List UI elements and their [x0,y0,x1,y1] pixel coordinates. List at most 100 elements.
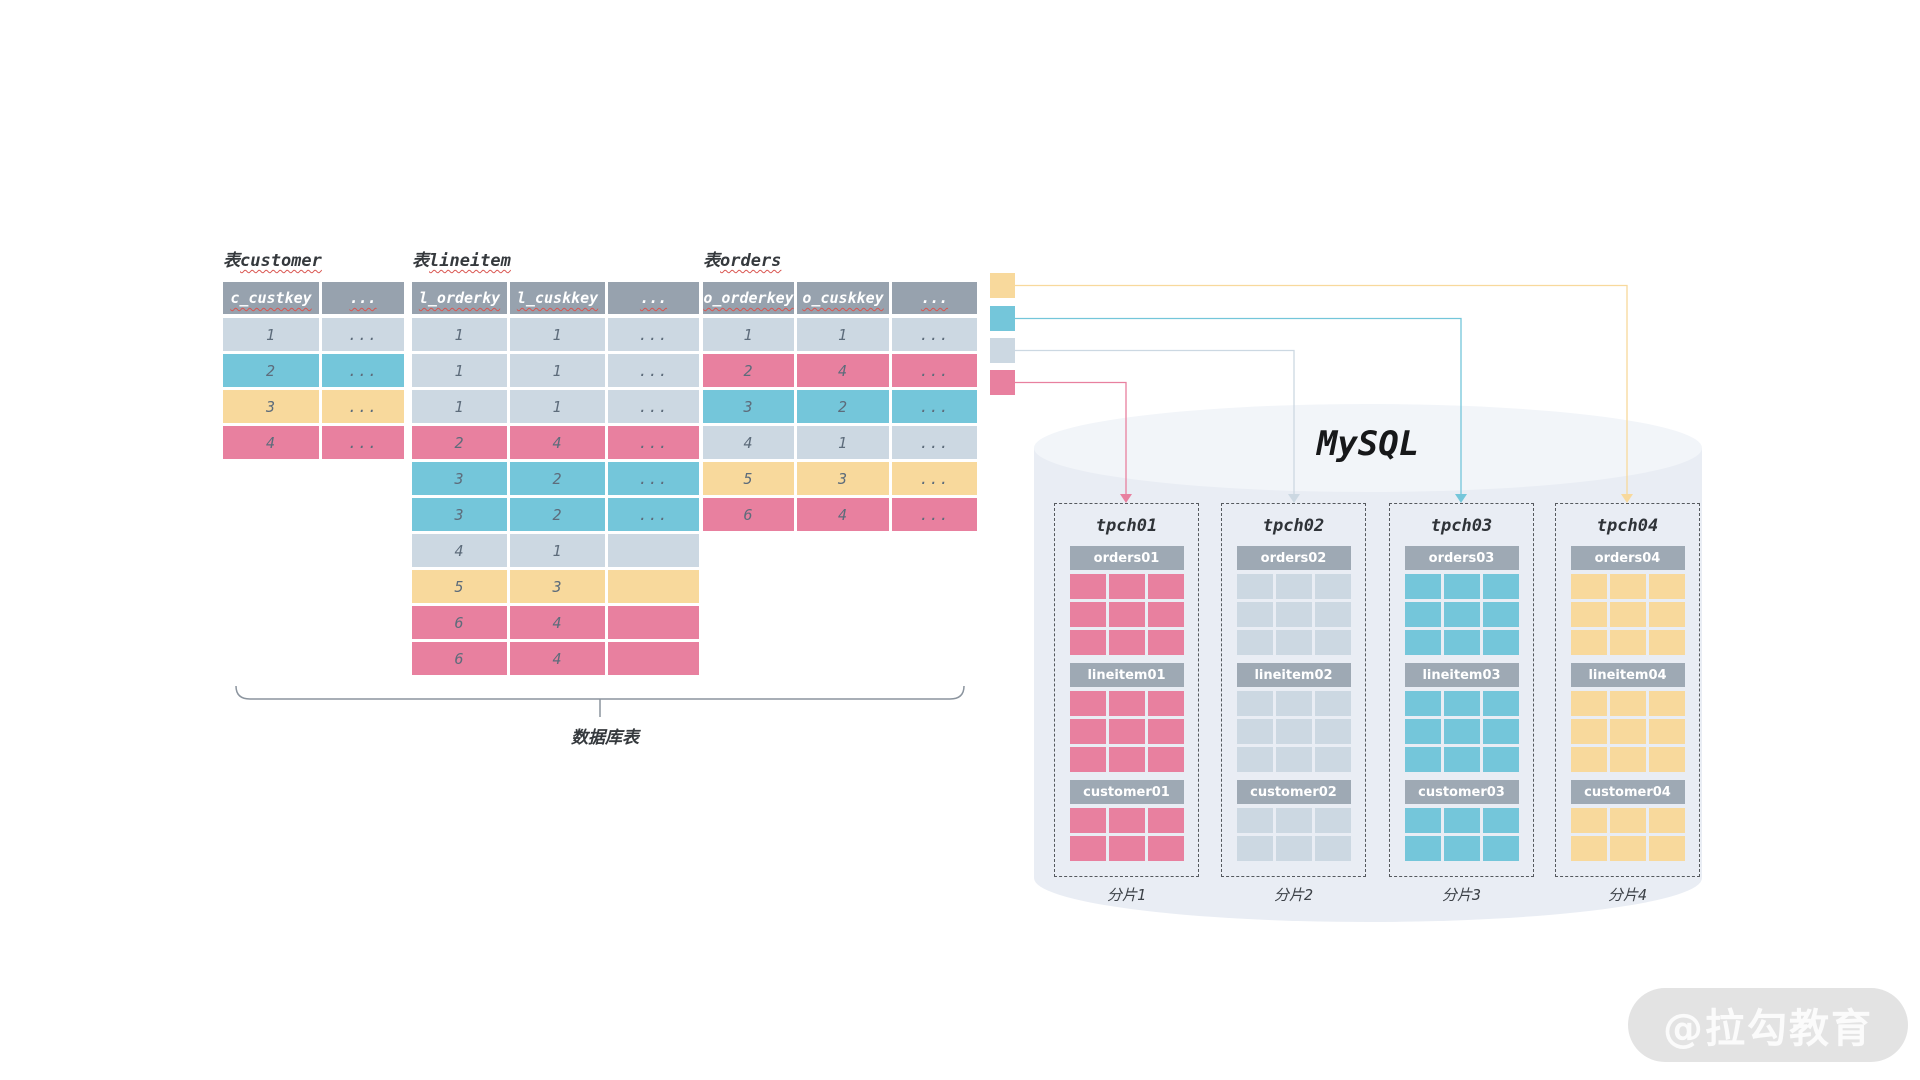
grid-cell [1609,602,1646,627]
grid-cell [1275,808,1312,833]
grid-cell [1404,836,1441,861]
grid-cell [1069,630,1106,655]
grid-cell [1443,574,1480,599]
shard-table-header: orders01 [1069,546,1184,570]
legend-swatch-gray [990,338,1015,363]
grid-cell [1482,574,1519,599]
legend-swatch-yellow [990,273,1015,298]
table-row: 1... [223,318,404,351]
grid-cell [1275,574,1312,599]
table-cell: 4 [797,354,889,387]
table-row: 4... [223,426,404,459]
table-title-prefix: 表 [223,251,240,271]
table-title: 表customer [223,246,404,271]
table-header-row: l_orderky l_cuskkey... [412,282,699,314]
grid-cell [1404,747,1441,772]
grid-cell [1443,747,1480,772]
shard-box-tpch01: tpch01 orders01 lineitem01 customer01 [1054,503,1199,877]
grid-cell [1648,630,1685,655]
grid-cell [1609,747,1646,772]
grid-cell [1609,719,1646,744]
grid-cell [1069,747,1106,772]
shard-table-header: orders02 [1236,546,1351,570]
grid-cell [1648,719,1685,744]
table-lineitem: 表lineitem l_orderky l_cuskkey... 1 1... 1 1...… [412,246,699,678]
table-cell [608,570,699,603]
table-cell: ... [322,354,404,387]
table-cell: ... [892,390,977,423]
shard-table-header: orders04 [1570,546,1685,570]
table-cell: 4 [510,642,605,675]
table-header-row: o_orderkey o_cuskkey... [703,282,977,314]
table-cell: 3 [510,570,605,603]
table-cell: ... [892,318,977,351]
column-header-cell: ... [322,282,404,314]
connector-line-tpch02 [1015,349,1295,494]
connector-arrowhead-tpch01 [1120,494,1132,503]
shard-table-grid [1570,574,1685,655]
table-cell: ... [892,462,977,495]
shard-box-tpch03: tpch03 orders03 lineitem03 customer03 [1389,503,1534,877]
grid-cell [1069,808,1106,833]
shard-box-tpch04: tpch04 orders04 lineitem04 customer04 [1555,503,1700,877]
grid-cell [1108,574,1145,599]
column-header-label: ... [639,289,668,307]
grid-cell [1314,719,1351,744]
table-cell: 3 [703,390,794,423]
grid-cell [1404,719,1441,744]
grid-cell [1069,602,1106,627]
table-cell: 4 [412,534,507,567]
connector-line-tpch03 [1015,317,1462,494]
grid-cell [1314,747,1351,772]
grid-cell [1236,691,1273,716]
grid-cell [1609,574,1646,599]
table-cell: ... [608,354,699,387]
table-orders: 表orders o_orderkey o_cuskkey... 1 1... 2 4... 3… [703,246,977,534]
table-title: 表orders [703,246,977,271]
table-cell: 2 [412,426,507,459]
shard-title: tpch02 [1262,516,1325,536]
column-header-cell: o_orderkey [703,282,794,314]
grid-cell [1482,808,1519,833]
connector-arrowhead-tpch03 [1455,494,1467,503]
table-cell: 3 [797,462,889,495]
shard-table-grid [1404,808,1519,861]
shard-table-header: lineitem01 [1069,663,1184,687]
grid-cell [1236,630,1273,655]
grid-cell [1314,630,1351,655]
table-cell: 4 [797,498,889,531]
shard-title: tpch01 [1095,516,1158,536]
table-cell: 4 [223,426,319,459]
grid-cell [1236,719,1273,744]
grid-cell [1275,602,1312,627]
brace [235,685,965,700]
grid-cell [1443,602,1480,627]
table-cell [608,642,699,675]
grid-cell [1069,719,1106,744]
shard-label: 分片3 [1441,886,1482,904]
table-row: 1 1... [412,318,699,351]
table-cell: 1 [510,390,605,423]
grid-cell [1275,719,1312,744]
table-cell: 1 [510,534,605,567]
legend-swatch-pink [990,370,1015,395]
table-row: 1 1... [412,390,699,423]
grid-cell [1443,630,1480,655]
grid-cell [1275,836,1312,861]
grid-cell [1147,836,1184,861]
grid-cell [1069,691,1106,716]
table-cell: 1 [703,318,794,351]
shard-table-header: lineitem03 [1404,663,1519,687]
grid-cell [1236,602,1273,627]
shard-table-header: orders03 [1404,546,1519,570]
table-row: 2 4... [412,426,699,459]
connector-arrowhead-tpch02 [1288,494,1300,503]
grid-cell [1147,602,1184,627]
grid-cell [1147,808,1184,833]
grid-cell [1443,719,1480,744]
grid-cell [1108,747,1145,772]
grid-cell [1570,719,1607,744]
grid-cell [1314,691,1351,716]
